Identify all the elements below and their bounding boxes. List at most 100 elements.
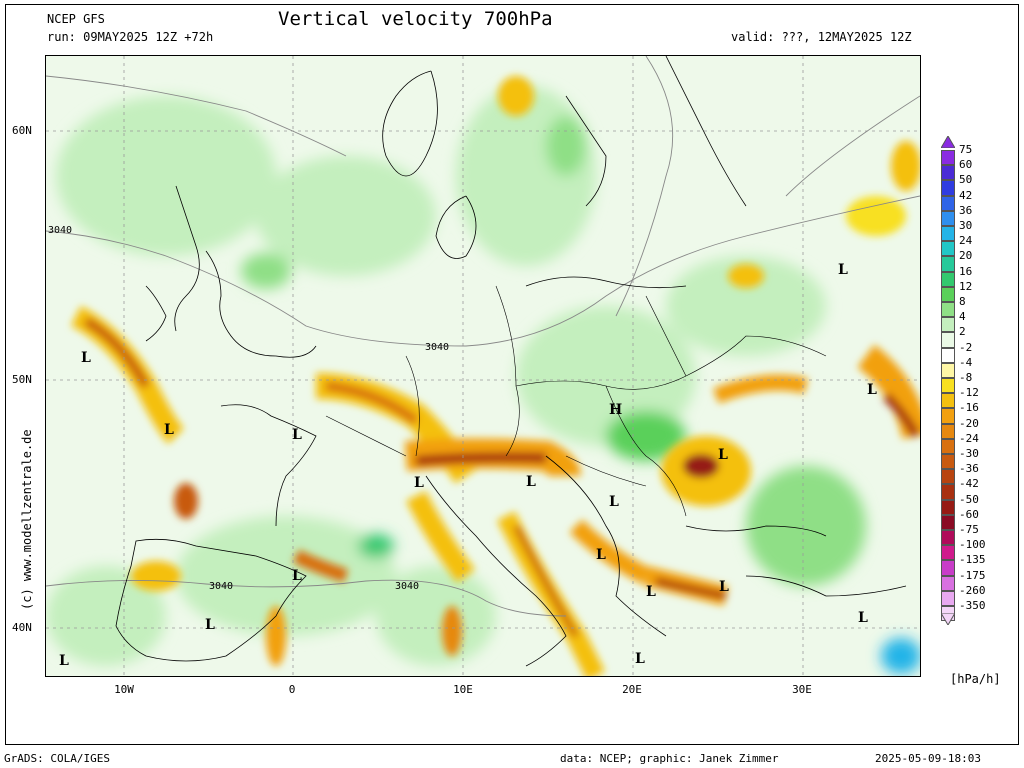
colorbar-swatch [941,362,955,378]
colorbar-level-label: 75 [959,143,973,156]
low-marker: L [596,547,606,563]
colorbar-level-label: 36 [959,203,973,217]
colorbar-swatch [941,347,955,363]
low-marker: L [646,584,656,600]
colorbar-level-label: -8 [959,371,973,384]
low-marker: L [858,610,868,626]
colorbar-level-label: -135 [959,553,986,567]
lat-label-60n: 60N [12,124,32,137]
model-name: NCEP GFS [47,12,105,26]
colorbar-level-label: 20 [959,249,973,263]
map-svg: L L L L L L L L L L L L L L L L L H 3040… [46,56,920,676]
country-borders [325,285,827,517]
low-marker: L [414,475,424,491]
colorbar-swatch [941,378,955,394]
contour-label: 3040 [48,225,72,236]
contour-label: 3040 [209,581,233,592]
colorbar-swatch [941,408,955,424]
colorbar-swatch [941,454,955,470]
colorbar-level-label: -12 [959,386,979,400]
footer-timestamp: 2025-05-09-18:03 [875,752,981,765]
colorbar-level-label: 12 [959,279,973,293]
colorbar-level-label: -75 [959,523,979,536]
contour-labels: 3040 3040 3040 3040 [48,225,449,592]
low-marker: L [838,262,848,278]
colorbar-swatch [941,514,955,530]
colorbar-swatch [941,590,955,606]
footer-credit: data: NCEP; graphic: Janek Zimmer [560,752,779,765]
colorbar-swatch [941,438,955,454]
valid-time: valid: ???, 12MAY2025 12Z [731,30,912,44]
colorbar-swatch [941,195,955,211]
lon-label-0: 0 [288,683,296,696]
colorbar-unit: [hPa/h] [950,672,1001,686]
colorbar-level-label: -16 [959,401,979,415]
colorbar-level-label: 42 [959,188,973,202]
colorbar-level-label: -4 [959,355,973,369]
low-marker: L [205,617,215,633]
low-marker: L [719,579,729,595]
contour-label: 3040 [395,581,419,592]
colorbar-level-label: -30 [959,447,979,460]
colorbar-swatch [941,530,955,546]
plot-frame [5,4,1019,745]
colorbar-level-label: 4 [959,310,966,324]
colorbar-swatch [941,256,955,272]
run-info: run: 09MAY2025 12Z +72h [47,30,214,44]
low-marker: L [164,422,174,438]
colorbar-swatch [941,332,955,348]
colorbar-swatch [941,271,955,287]
low-marker: L [81,350,91,366]
colorbar-level-label: -36 [959,462,979,476]
footer-software: GrADS: COLA/IGES [4,752,110,765]
colorbar-swatch [941,423,955,439]
colorbar-level-label: -60 [959,507,979,521]
colorbar-swatch [941,469,955,485]
colorbar-level-label: 24 [959,234,973,248]
colorbar-swatch [941,393,955,409]
colorbar-swatch [941,317,955,333]
colorbar-swatch [941,165,955,181]
colorbar-level-label: 8 [959,295,966,308]
graticule [46,56,920,676]
low-marker: L [867,382,877,398]
lat-label-50n: 50N [12,373,32,386]
colorbar-swatch [941,180,955,196]
lon-label-20e: 20E [622,683,642,696]
low-marker: L [718,447,728,463]
map-panel: L L L L L L L L L L L L L L L L L H 3040… [45,55,921,677]
colorbar-swatch [941,241,955,257]
colorbar-top-arrow [941,136,955,148]
colorbar-swatch [941,210,955,226]
chart-title: Vertical velocity 700hPa [278,8,553,30]
colorbar-swatch [941,560,955,576]
geopotential-contours [46,56,920,617]
colorbar-swatch [941,499,955,515]
colorbar-level-label: -350 [959,599,986,612]
website-credit: (c) www.modellzentrale.de [20,429,34,610]
colorbar-level-label: 2 [959,325,966,339]
lat-label-40n: 40N [12,621,32,634]
colorbar-swatch [941,575,955,591]
low-marker: L [609,494,619,510]
colorbar-level-label: 60 [959,158,973,172]
colorbar-level-label: 16 [959,264,973,278]
colorbar-level-label: -20 [959,416,979,430]
high-marker: H [609,402,622,418]
colorbar-swatch [941,302,955,318]
colorbar-swatch [941,150,955,166]
colorbar-swatch [941,286,955,302]
colorbar-swatch [941,484,955,500]
ascent-field [46,86,920,674]
colorbar-swatch [941,226,955,242]
colorbar-level-label: 30 [959,219,973,232]
low-marker: L [635,651,645,667]
colorbar-level-label: -260 [959,583,986,597]
colorbar-level-label: -2 [959,340,973,354]
low-marker: L [526,474,536,490]
lon-label-10w: 10W [114,683,134,696]
coastlines [115,56,907,667]
lon-label-10e: 10E [453,683,473,696]
contour-label: 3040 [425,342,449,353]
low-marker: L [59,653,69,669]
